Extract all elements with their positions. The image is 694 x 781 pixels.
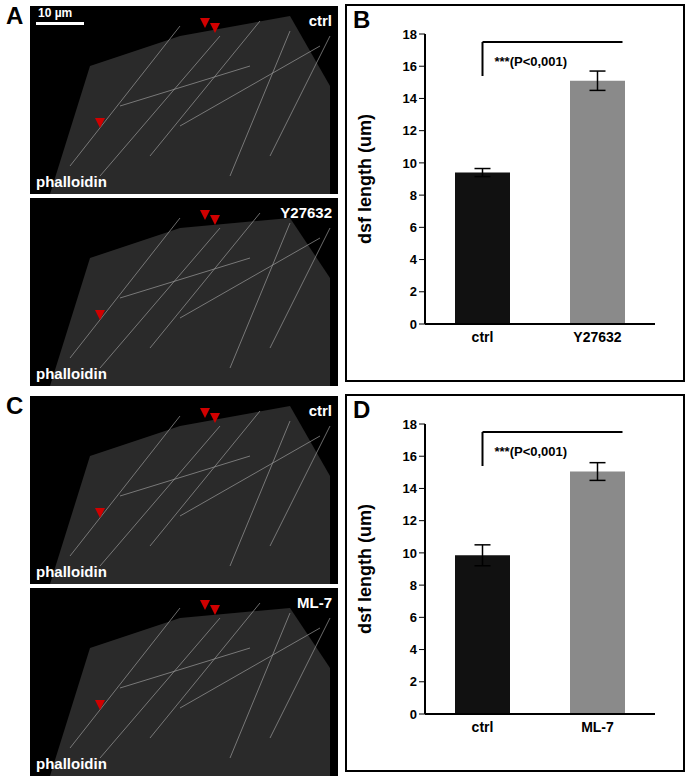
html-text:ML-7: ML-7	[297, 594, 332, 611]
svg-text:18: 18	[403, 417, 417, 432]
svg-text:2: 2	[410, 674, 417, 689]
svg-text:8: 8	[410, 578, 417, 593]
svg-text:2: 2	[410, 284, 417, 299]
svg-text:12: 12	[403, 513, 417, 528]
svg-text:4: 4	[410, 252, 418, 267]
html-text:ctrl: ctrl	[308, 12, 332, 29]
html-text:B: B	[353, 6, 371, 33]
svg-text:4: 4	[410, 642, 418, 657]
html-text:Y27632: Y27632	[280, 204, 332, 221]
svg-text:10: 10	[403, 546, 417, 561]
html-text:C: C	[6, 392, 24, 419]
html-text:***(P<0,001): ***(P<0,001)	[494, 444, 568, 459]
svg-text:18: 18	[403, 27, 417, 42]
html-text:D: D	[353, 396, 371, 423]
svg-text:ctrl: ctrl	[472, 719, 494, 735]
svg-text:16: 16	[403, 449, 417, 464]
svg-text:dsf length (um): dsf length (um)	[355, 114, 375, 244]
svg-text:10: 10	[403, 156, 417, 171]
svg-text:0: 0	[410, 317, 417, 332]
svg-text:dsf length (um): dsf length (um)	[355, 504, 375, 634]
html-text:phalloidin: phalloidin	[36, 173, 107, 190]
html-text:phalloidin: phalloidin	[36, 563, 107, 580]
svg-text:14: 14	[403, 91, 418, 106]
html-text:phalloidin: phalloidin	[36, 365, 107, 382]
html-text:phalloidin: phalloidin	[36, 755, 107, 772]
svg-text:6: 6	[410, 220, 417, 235]
svg-text:8: 8	[410, 188, 417, 203]
svg-text:0: 0	[410, 707, 417, 722]
svg-text:12: 12	[403, 123, 417, 138]
svg-text:16: 16	[403, 59, 417, 74]
svg-text:Y27632: Y27632	[573, 329, 621, 345]
svg-text:ctrl: ctrl	[472, 329, 494, 345]
html-text:A: A	[6, 2, 24, 29]
svg-text:6: 6	[410, 610, 417, 625]
html-text:10 µm: 10 µm	[38, 6, 73, 20]
html-text:ctrl: ctrl	[308, 402, 332, 419]
svg-text:14: 14	[403, 481, 418, 496]
html-text:***(P<0,001): ***(P<0,001)	[494, 54, 568, 69]
svg-text:ML-7: ML-7	[581, 719, 614, 735]
